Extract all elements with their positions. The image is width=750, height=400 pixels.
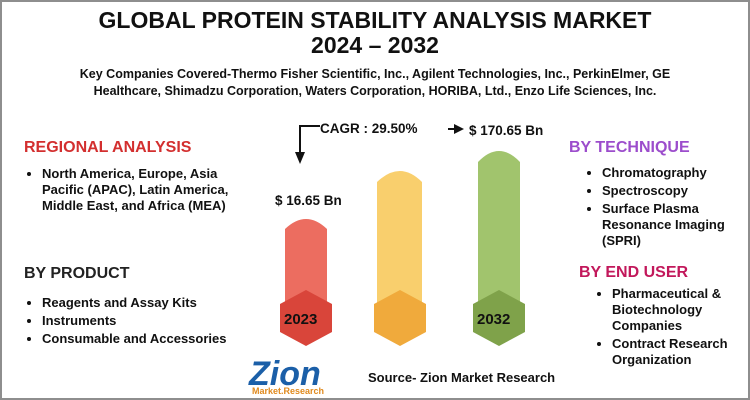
list-item: North America, Europe, Asia Pacific (APA… bbox=[42, 166, 257, 214]
value-label: $ 16.65 Bn bbox=[275, 193, 342, 208]
bar-2032 bbox=[478, 151, 520, 317]
bar-2023 bbox=[285, 219, 327, 317]
section-heading: BY PRODUCT bbox=[24, 265, 130, 282]
hexagon bbox=[473, 290, 525, 346]
arrow-head bbox=[454, 124, 464, 134]
logo-text: Market.Research bbox=[252, 386, 325, 396]
arrow bbox=[299, 125, 320, 154]
arrow-head bbox=[295, 152, 305, 164]
list: Chromatography Spectroscopy Surface Plasma… bbox=[584, 165, 748, 251]
value-label: $ 170.65 Bn bbox=[469, 123, 544, 138]
list-item: Instruments bbox=[42, 313, 242, 329]
logo: Zion bbox=[248, 355, 321, 393]
source: Source- Zion Market Research bbox=[368, 370, 556, 385]
cagr: CAGR : 29.50% bbox=[320, 121, 418, 136]
list-item: Chromatography bbox=[602, 165, 748, 181]
list: Pharmaceutical & Biotechnology Companies… bbox=[594, 286, 748, 370]
year-label: 2023 bbox=[284, 311, 318, 328]
list-item: Reagents and Assay Kits bbox=[42, 295, 242, 311]
section-heading: BY END USER bbox=[579, 264, 689, 281]
title: 2024 – 2032 bbox=[311, 32, 439, 58]
list: Reagents and Assay Kits Instruments Consum… bbox=[24, 295, 242, 349]
list-item: Pharmaceutical & Biotechnology Companies bbox=[612, 286, 748, 334]
list-item: Spectroscopy bbox=[602, 183, 748, 199]
companies: Healthcare, Shimadzu Corporation, Waters… bbox=[93, 84, 657, 98]
list: North America, Europe, Asia Pacific (APA… bbox=[24, 166, 257, 216]
hexagon bbox=[374, 290, 426, 346]
section-heading: BY TECHNIQUE bbox=[569, 139, 690, 156]
bar-mid bbox=[377, 171, 422, 317]
companies: Key Companies Covered-Thermo Fisher Scie… bbox=[79, 67, 671, 81]
year-label: 2032 bbox=[477, 311, 511, 328]
hexagon bbox=[280, 290, 332, 346]
list-item: Consumable and Accessories bbox=[42, 331, 242, 347]
section-heading: REGIONAL ANALYSIS bbox=[24, 139, 192, 156]
list-item: Surface Plasma Resonance Imaging (SPRI) bbox=[602, 201, 748, 249]
list-item: Contract Research Organization bbox=[612, 336, 748, 368]
title: GLOBAL PROTEIN STABILITY ANALYSIS MARKET bbox=[98, 7, 652, 33]
